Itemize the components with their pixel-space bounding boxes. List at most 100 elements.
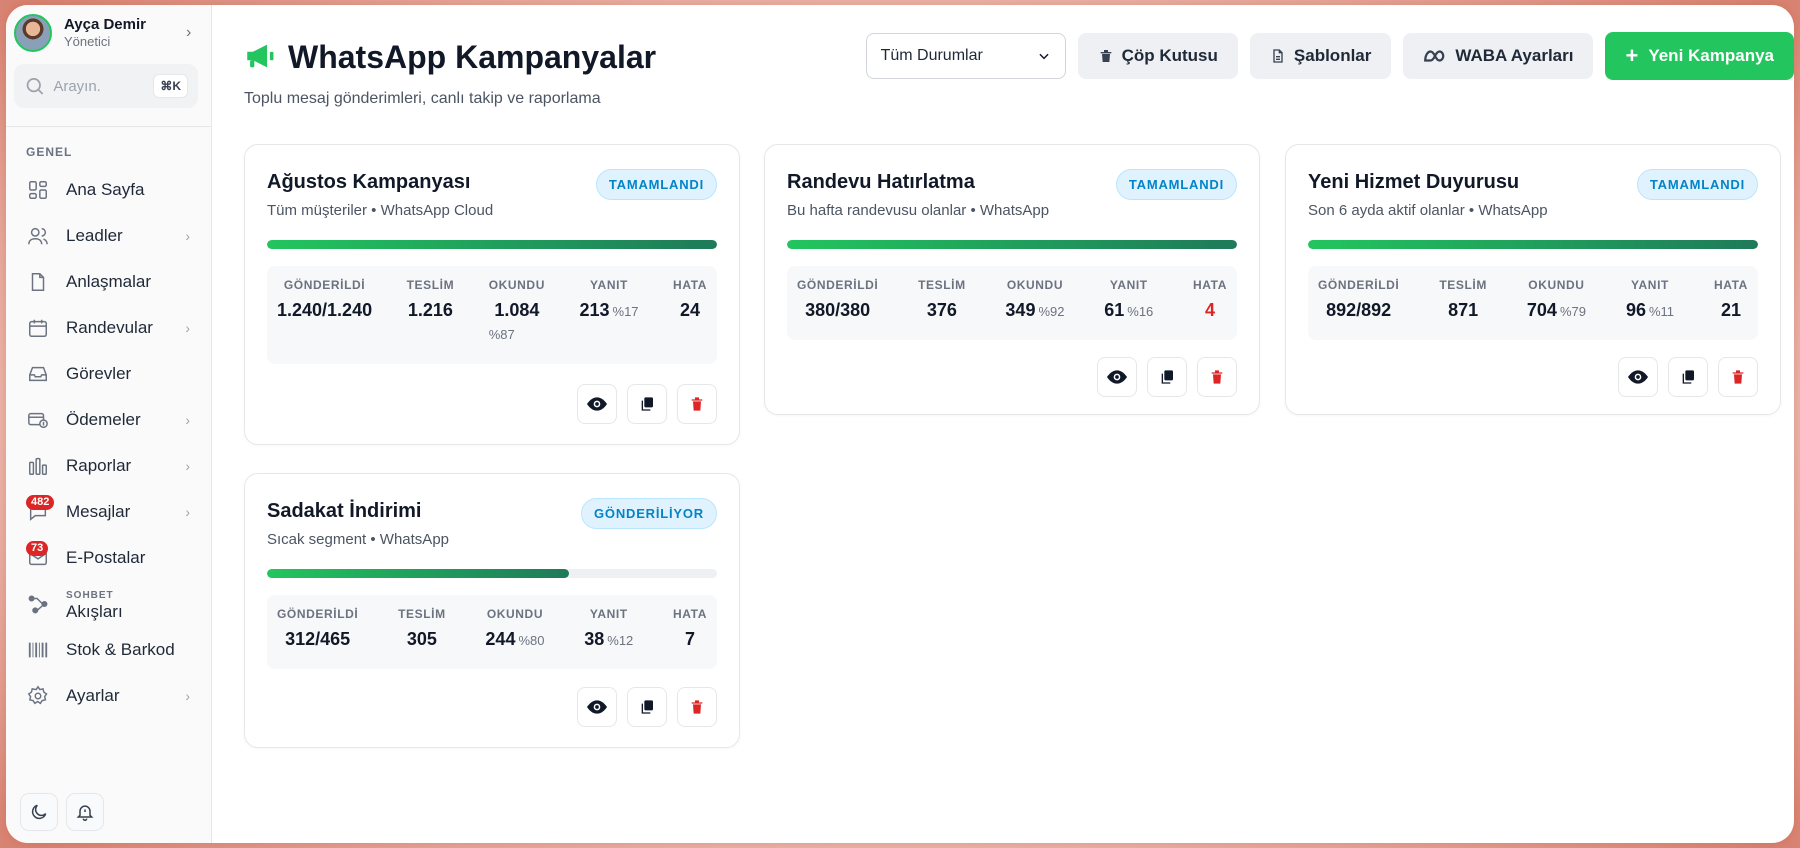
delete-button[interactable] xyxy=(1718,357,1758,397)
avatar xyxy=(14,14,52,52)
file-icon xyxy=(26,270,50,294)
stat-label-reply: YANIT xyxy=(590,278,628,292)
stat-label-reply: YANIT xyxy=(1631,278,1669,292)
sidebar-item-label: Ödemeler xyxy=(66,410,141,429)
user-profile[interactable]: Ayça Demir Yönetici › xyxy=(14,11,202,55)
chevron-right-icon: › xyxy=(185,320,190,336)
progress-fill xyxy=(267,240,717,249)
status-badge: GÖNDERİLİYOR xyxy=(581,498,717,529)
duplicate-button[interactable] xyxy=(627,384,667,424)
main-content: WhatsApp Kampanyalar Toplu mesaj gönderi… xyxy=(212,5,1794,843)
trash-button[interactable]: Çöp Kutusu xyxy=(1077,33,1238,79)
dark-mode-toggle[interactable] xyxy=(20,793,58,831)
stat-read: 1.084 xyxy=(494,300,540,320)
campaign-card: Randevu Hatırlatma Bu hafta randevusu ol… xyxy=(764,144,1260,415)
card-actions xyxy=(1097,357,1237,397)
status-badge: TAMAMLANDI xyxy=(1636,169,1758,200)
stat-reply-pct: %17 xyxy=(612,304,639,319)
stat-reply: 213 xyxy=(579,300,610,320)
sidebar-item-anlasmalar[interactable]: Anlaşmalar xyxy=(6,259,212,305)
inbox-icon xyxy=(26,362,50,386)
campaign-subtitle: Son 6 ayda aktif olanlar • WhatsApp xyxy=(1308,202,1548,219)
progress-bar xyxy=(267,569,717,578)
stat-error: 24 xyxy=(680,300,701,320)
sidebar: Ayça Demir Yönetici › ⌘K GENEL Ana Sayfa… xyxy=(6,5,212,843)
copy-icon xyxy=(641,700,653,714)
unread-badge: 73 xyxy=(26,541,49,556)
view-button[interactable] xyxy=(1618,357,1658,397)
user-name: Ayça Demir xyxy=(64,16,146,33)
stat-label-sent: GÖNDERİLDİ xyxy=(283,278,366,292)
templates-button-label: Şablonlar xyxy=(1293,46,1372,65)
waba-settings-button[interactable]: WABA Ayarları xyxy=(1403,33,1594,79)
sidebar-item-randevular[interactable]: Randevular › xyxy=(6,305,212,351)
sidebar-item-sohbet-akislari[interactable]: SOHBET Akışları xyxy=(6,581,212,627)
stat-label-read: OKUNDU xyxy=(486,607,544,621)
stat-sent: 312/465 xyxy=(285,629,351,649)
campaign-card: Yeni Hizmet Duyurusu Son 6 ayda aktif ol… xyxy=(1285,144,1781,415)
view-button[interactable] xyxy=(1097,357,1137,397)
sidebar-item-ana-sayfa[interactable]: Ana Sayfa xyxy=(6,167,212,213)
sidebar-item-raporlar[interactable]: Raporlar › xyxy=(6,443,212,489)
meta-icon xyxy=(1424,50,1445,62)
delete-button[interactable] xyxy=(1197,357,1237,397)
sidebar-item-label: Stok & Barkod xyxy=(66,640,175,659)
sidebar-item-gorevler[interactable]: Görevler xyxy=(6,351,212,397)
sidebar-item-label: Mesajlar xyxy=(66,502,131,521)
stat-label-error: HATA xyxy=(1714,278,1748,292)
search-input[interactable] xyxy=(53,77,154,95)
payment-icon xyxy=(26,408,50,432)
duplicate-button[interactable] xyxy=(1668,357,1708,397)
card-actions xyxy=(1618,357,1758,397)
sidebar-item-mesajlar[interactable]: 482 Mesajlar › xyxy=(6,489,212,535)
megaphone-icon xyxy=(242,39,278,78)
duplicate-button[interactable] xyxy=(1147,357,1187,397)
sidebar-item-leadler[interactable]: Leadler › xyxy=(6,213,212,259)
status-filter-select[interactable]: Tüm Durumlar xyxy=(865,33,1066,79)
stat-sent: 380/380 xyxy=(805,300,871,320)
sidebar-item-ayarlar[interactable]: Ayarlar › xyxy=(6,673,212,719)
stat-delivered: 1.216 xyxy=(407,300,453,320)
sidebar-item-stok-barkod[interactable]: Stok & Barkod xyxy=(6,627,212,673)
card-actions xyxy=(577,687,717,727)
chevron-right-icon: › xyxy=(185,458,190,474)
stat-label-delivered: TESLİM xyxy=(406,278,455,292)
campaign-title: Yeni Hizmet Duyurusu xyxy=(1308,171,1520,193)
delete-button[interactable] xyxy=(677,384,717,424)
search-box[interactable]: ⌘K xyxy=(14,64,198,108)
view-button[interactable] xyxy=(577,384,617,424)
sidebar-item-e-postalar[interactable]: 73 E-Postalar xyxy=(6,535,212,581)
notifications-button[interactable] xyxy=(66,793,104,831)
stat-label-sent: GÖNDERİLDİ xyxy=(797,278,879,292)
trash-icon xyxy=(691,397,703,411)
chevron-right-icon: › xyxy=(185,688,190,704)
stat-delivered: 376 xyxy=(926,300,957,320)
view-button[interactable] xyxy=(577,687,617,727)
eye-icon xyxy=(1628,370,1648,384)
stats-panel: GÖNDERİLDİ 312/465 TESLİM 305 OKUNDU 244 %80… xyxy=(267,595,717,669)
campaign-title: Sadakat İndirimi xyxy=(267,500,422,522)
stat-reply-pct: %11 xyxy=(1648,304,1675,319)
sidebar-item-label: Leadler xyxy=(66,226,123,245)
copy-icon xyxy=(1682,370,1694,384)
card-actions xyxy=(577,384,717,424)
progress-bar xyxy=(1308,240,1758,249)
plus-icon: + xyxy=(1625,43,1639,68)
trash-button-label: Çöp Kutusu xyxy=(1121,46,1218,65)
stat-reply: 38 xyxy=(584,629,605,649)
stat-label-error: HATA xyxy=(1193,278,1227,292)
stat-reply-pct: %16 xyxy=(1127,304,1154,319)
user-role: Yönetici xyxy=(64,34,111,49)
sidebar-section-label: GENEL xyxy=(26,145,73,159)
grid-icon xyxy=(26,178,50,202)
duplicate-button[interactable] xyxy=(627,687,667,727)
barcode-icon xyxy=(26,638,50,662)
stat-label-delivered: TESLİM xyxy=(398,607,446,621)
sidebar-item-odemeler[interactable]: Ödemeler › xyxy=(6,397,212,443)
templates-button[interactable]: Şablonlar xyxy=(1249,33,1392,79)
stat-reply: 96 xyxy=(1625,300,1646,320)
new-campaign-button[interactable]: + Yeni Kampanya xyxy=(1605,32,1794,80)
delete-button[interactable] xyxy=(677,687,717,727)
unread-badge: 482 xyxy=(26,495,55,510)
sidebar-nav: Ana Sayfa Leadler › Anlaşmalar Randevula… xyxy=(6,167,212,719)
